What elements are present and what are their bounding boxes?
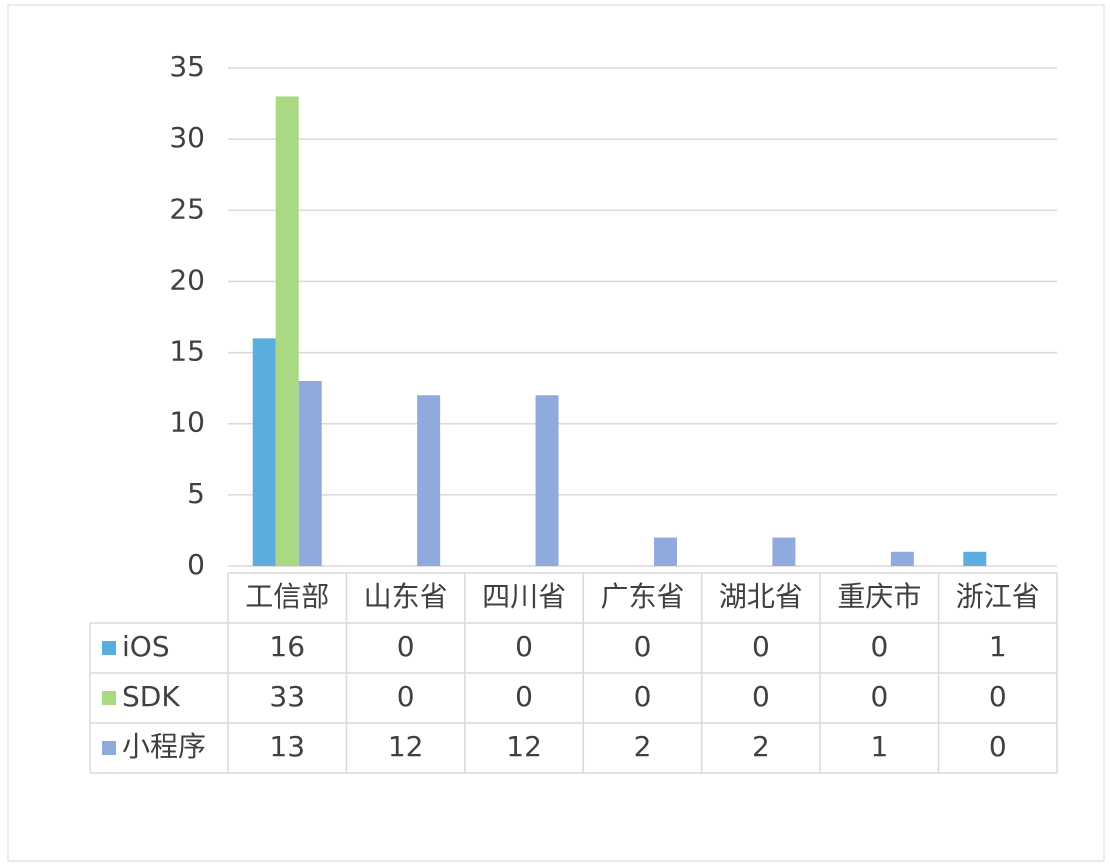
x-tick-label: 浙江省 — [956, 580, 1040, 613]
bar — [772, 537, 796, 566]
legend-label: iOS — [122, 630, 170, 663]
table-value: 13 — [269, 730, 305, 763]
table-value: 0 — [515, 680, 533, 713]
x-tick-label: 山东省 — [364, 580, 448, 613]
bar — [535, 395, 559, 566]
legend-key — [102, 641, 116, 655]
x-tick-label: 工信部 — [245, 580, 329, 613]
bar — [275, 96, 299, 566]
table-value: 0 — [397, 680, 415, 713]
y-tick-label: 0 — [187, 548, 205, 581]
bar — [963, 551, 987, 566]
legend-label: SDK — [122, 680, 180, 713]
table-value: 0 — [634, 680, 652, 713]
table-value: 0 — [870, 680, 888, 713]
x-tick-label: 重庆市 — [837, 580, 921, 613]
y-tick-label: 25 — [169, 192, 205, 225]
table-value: 1 — [870, 730, 888, 763]
bar — [417, 395, 441, 566]
table-value: 1 — [989, 630, 1007, 663]
table-value: 12 — [506, 730, 542, 763]
bar — [298, 381, 322, 566]
y-tick-label: 10 — [169, 406, 205, 439]
chart-frame — [7, 4, 1105, 862]
legend-key — [102, 691, 116, 705]
table-value: 0 — [870, 630, 888, 663]
table-value: 0 — [515, 630, 533, 663]
table-value: 2 — [752, 730, 770, 763]
legend-key — [102, 741, 116, 755]
y-tick-label: 5 — [187, 477, 205, 510]
bar — [890, 551, 914, 566]
table-value: 0 — [752, 680, 770, 713]
x-tick-label: 广东省 — [600, 580, 684, 613]
table-value: 0 — [634, 630, 652, 663]
table-value: 16 — [269, 630, 305, 663]
table-value: 0 — [989, 730, 1007, 763]
table-value: 12 — [388, 730, 424, 763]
y-tick-label: 20 — [169, 263, 205, 296]
y-tick-label: 35 — [169, 50, 205, 83]
table-value: 2 — [634, 730, 652, 763]
x-tick-label: 四川省 — [482, 580, 566, 613]
table-value: 33 — [269, 680, 305, 713]
bar — [252, 338, 276, 566]
bar — [654, 537, 677, 566]
table-value: 0 — [397, 630, 415, 663]
y-tick-label: 30 — [169, 121, 205, 154]
legend-label: 小程序 — [122, 730, 206, 763]
table-value: 0 — [989, 680, 1007, 713]
table-value: 0 — [752, 630, 770, 663]
y-tick-label: 15 — [169, 335, 205, 368]
x-tick-label: 湖北省 — [719, 580, 803, 613]
